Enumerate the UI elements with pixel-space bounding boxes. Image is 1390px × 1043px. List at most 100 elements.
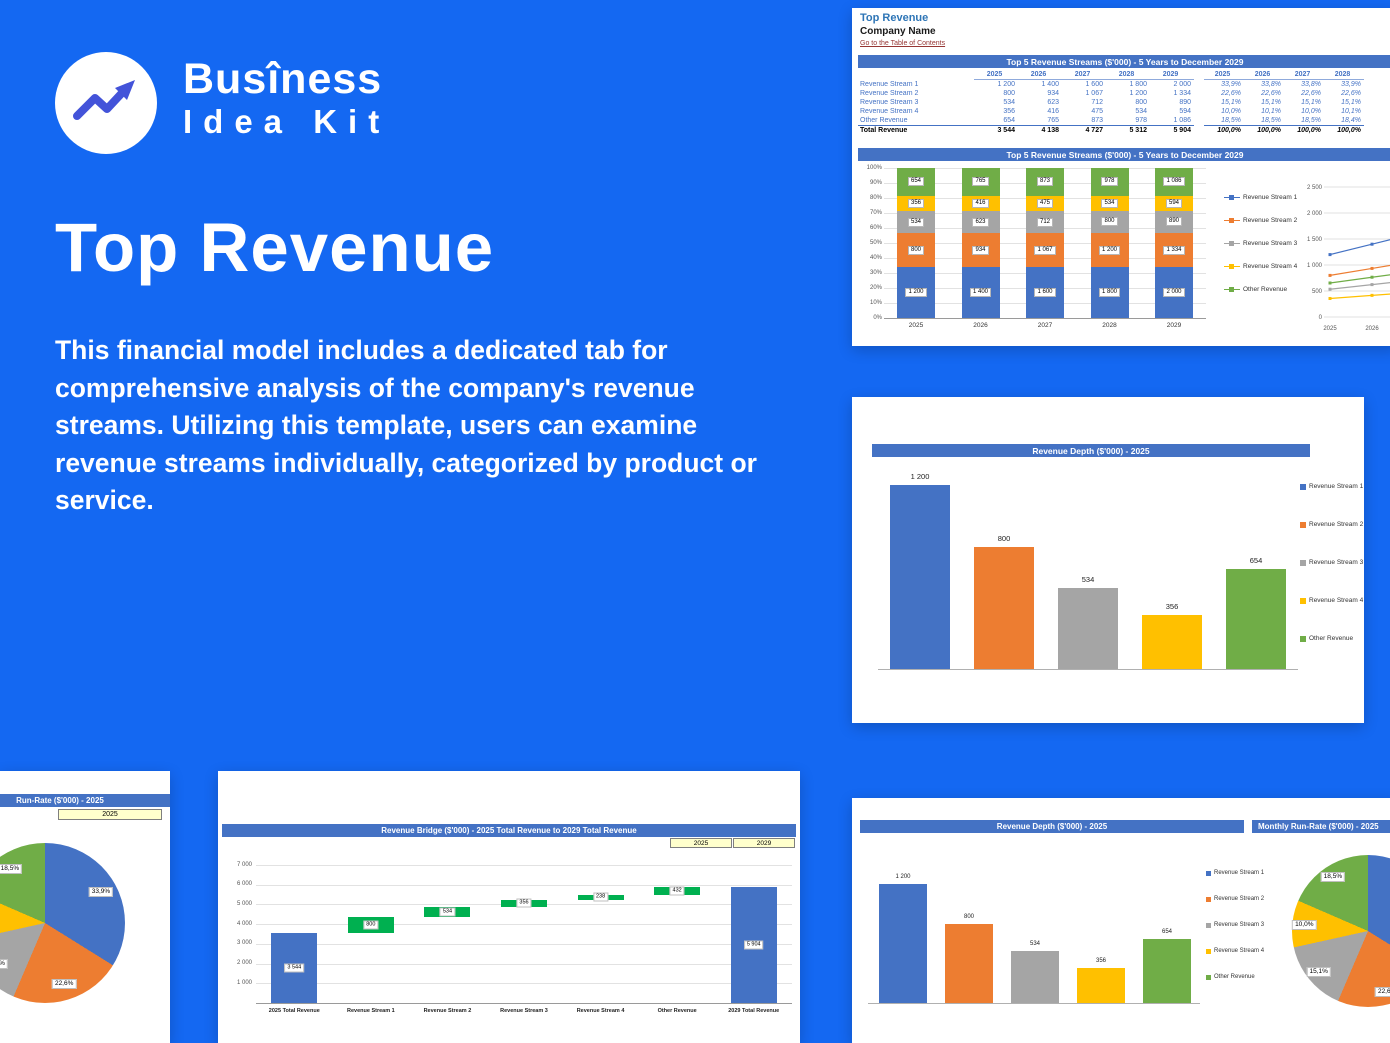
y-tick: 10% xyxy=(869,299,882,306)
chart-legend: Revenue Stream 1 Revenue Stream 2 Revenue … xyxy=(1224,194,1298,318)
legend-square xyxy=(1229,287,1234,292)
bar xyxy=(1011,950,1059,1004)
pie-slice-label: 15,1% xyxy=(0,958,8,969)
bar-segment: 416 xyxy=(961,195,1000,211)
table-cell: 10,0% xyxy=(1301,108,1321,115)
year-from-cell[interactable]: 2025 xyxy=(670,838,732,848)
bar-value-label: 654 xyxy=(1249,556,1263,566)
legend-item: Revenue Stream 2 xyxy=(1300,521,1363,528)
bar xyxy=(1142,615,1202,670)
segment-value-label: 765 xyxy=(972,177,989,187)
bar-segment: 873 xyxy=(1026,168,1064,196)
pie-slice-label: 22,6% xyxy=(51,979,77,990)
table-cell: 18,4% xyxy=(1341,117,1361,124)
legend-square xyxy=(1300,559,1306,566)
grid-line xyxy=(256,983,792,985)
y-tick: 5 000 xyxy=(236,900,252,907)
y-tick: 6 000 xyxy=(236,881,252,888)
chart-title-bar: Revenue Depth ($'000) - 2025 xyxy=(872,444,1310,457)
table-cell: 1 200 xyxy=(1129,90,1147,97)
year-filter-cell[interactable]: 2025 xyxy=(58,809,162,820)
legend-square xyxy=(1229,241,1234,246)
legend-square xyxy=(1300,597,1306,604)
bar xyxy=(1226,569,1286,670)
bar-segment: 356 xyxy=(897,195,935,211)
segment-value-label: 623 xyxy=(972,217,989,227)
svg-text:2025: 2025 xyxy=(1323,326,1337,332)
brand-name: Busîness Idea Kit xyxy=(183,56,390,142)
grid-line xyxy=(256,924,792,926)
table-cell: 100,0% xyxy=(1244,125,1284,135)
year-to-cell[interactable]: 2029 xyxy=(733,838,795,848)
trend-arrow-icon xyxy=(55,52,157,154)
table-cell: 1 334 xyxy=(1173,90,1191,97)
grid-line xyxy=(256,943,792,945)
x-label: 2025 Total Revenue xyxy=(268,1008,320,1014)
y-tick: 40% xyxy=(869,254,882,261)
legend-item: Revenue Stream 3 xyxy=(1224,240,1297,247)
x-label: 2025 xyxy=(908,322,924,329)
stacked-bar: 873 475 712 1 067 1 600 xyxy=(1026,168,1064,318)
legend-square xyxy=(1300,635,1306,642)
table-row: Revenue Stream 3 534 623 712 800 890 15,1% 15,1… xyxy=(858,98,1364,107)
legend-marker-icon xyxy=(1224,241,1240,246)
runrate-panel: Run-Rate ($'000) - 2025 2025 33,9% 22,6% 1… xyxy=(0,771,170,1043)
table-cell xyxy=(858,70,974,80)
table-cell: 534 xyxy=(1003,99,1015,106)
table-title-bar: Top 5 Revenue Streams ($'000) - 5 Years … xyxy=(858,55,1390,68)
legend-item: Revenue Stream 3 xyxy=(1206,922,1264,928)
table-cell: 873 xyxy=(1091,117,1103,124)
y-tick: 50% xyxy=(869,239,882,246)
toc-link[interactable]: Go to the Table of Contents xyxy=(860,40,946,47)
legend-square xyxy=(1300,483,1306,490)
segment-value-label: 712 xyxy=(1036,217,1053,227)
table-cell xyxy=(1194,70,1204,80)
legend-square xyxy=(1206,922,1211,928)
segment-value-label: 356 xyxy=(907,198,924,208)
table-cell: 416 xyxy=(1047,108,1059,115)
table-cell: 1 600 xyxy=(1085,81,1103,88)
table-cell xyxy=(1194,80,1204,90)
legend-label: Revenue Stream 1 xyxy=(1243,194,1298,201)
bar-value-label: 356 xyxy=(1165,602,1179,612)
x-axis xyxy=(256,1003,792,1004)
stacked-bar-chart: 654 356 534 800 1 200 765 416 623 934 1 400 873 475… xyxy=(858,164,1220,338)
pie-slice-label: 10,0% xyxy=(1292,919,1317,930)
bar xyxy=(879,884,927,1004)
bar-value-label: 534 xyxy=(1081,574,1095,584)
table-cell: 475 xyxy=(1091,108,1103,115)
y-tick: 100% xyxy=(866,164,882,171)
table-cell xyxy=(1194,126,1204,136)
legend-square xyxy=(1229,218,1234,223)
bar-segment: 890 xyxy=(1155,210,1193,234)
revenue-depth-panel: Revenue Depth ($'000) - 2025 1 200 800 534… xyxy=(852,397,1364,723)
table-cell: 1 086 xyxy=(1173,117,1191,124)
legend-square xyxy=(1206,870,1211,876)
chart-title-bar: Monthly Run-Rate ($'000) - 2025 xyxy=(1252,820,1390,833)
table-cell: 1 200 xyxy=(997,81,1015,88)
bar-value-label: 5 904 xyxy=(743,940,764,950)
x-label: 2029 Total Revenue xyxy=(728,1008,780,1014)
segment-value-label: 1 334 xyxy=(1163,245,1185,255)
table-cell: 100,0% xyxy=(1284,125,1324,135)
table-cell: 800 xyxy=(1003,90,1015,97)
segment-value-label: 594 xyxy=(1165,198,1182,208)
table-cell: 3 544 xyxy=(974,125,1018,135)
table-cell: 2027 xyxy=(1284,70,1324,80)
grid-line xyxy=(256,884,792,886)
revenue-table: 2025 2026 2027 2028 2029 2025 2026 2027 2028 Reve… xyxy=(858,70,1364,135)
table-cell: 33,8% xyxy=(1261,81,1281,88)
chart-legend: Revenue Stream 1 Revenue Stream 2 Revenue … xyxy=(1300,483,1364,683)
sheet-title: Top Revenue xyxy=(860,12,929,24)
bar-value-label: 800 xyxy=(997,533,1011,543)
legend-marker-icon xyxy=(1224,195,1240,200)
segment-value-label: 873 xyxy=(1036,177,1053,187)
y-tick: 1 000 xyxy=(236,979,252,986)
pie-slice-label: 18,5% xyxy=(0,864,23,875)
table-cell: 1 800 xyxy=(1129,81,1147,88)
table-cell: 22,6% xyxy=(1341,90,1361,97)
y-tick: 3 000 xyxy=(236,940,252,947)
table-row: Other Revenue 654 765 873 978 1 086 18,5% 18,5%… xyxy=(858,116,1364,126)
bar-segment: 1 200 xyxy=(897,267,935,318)
